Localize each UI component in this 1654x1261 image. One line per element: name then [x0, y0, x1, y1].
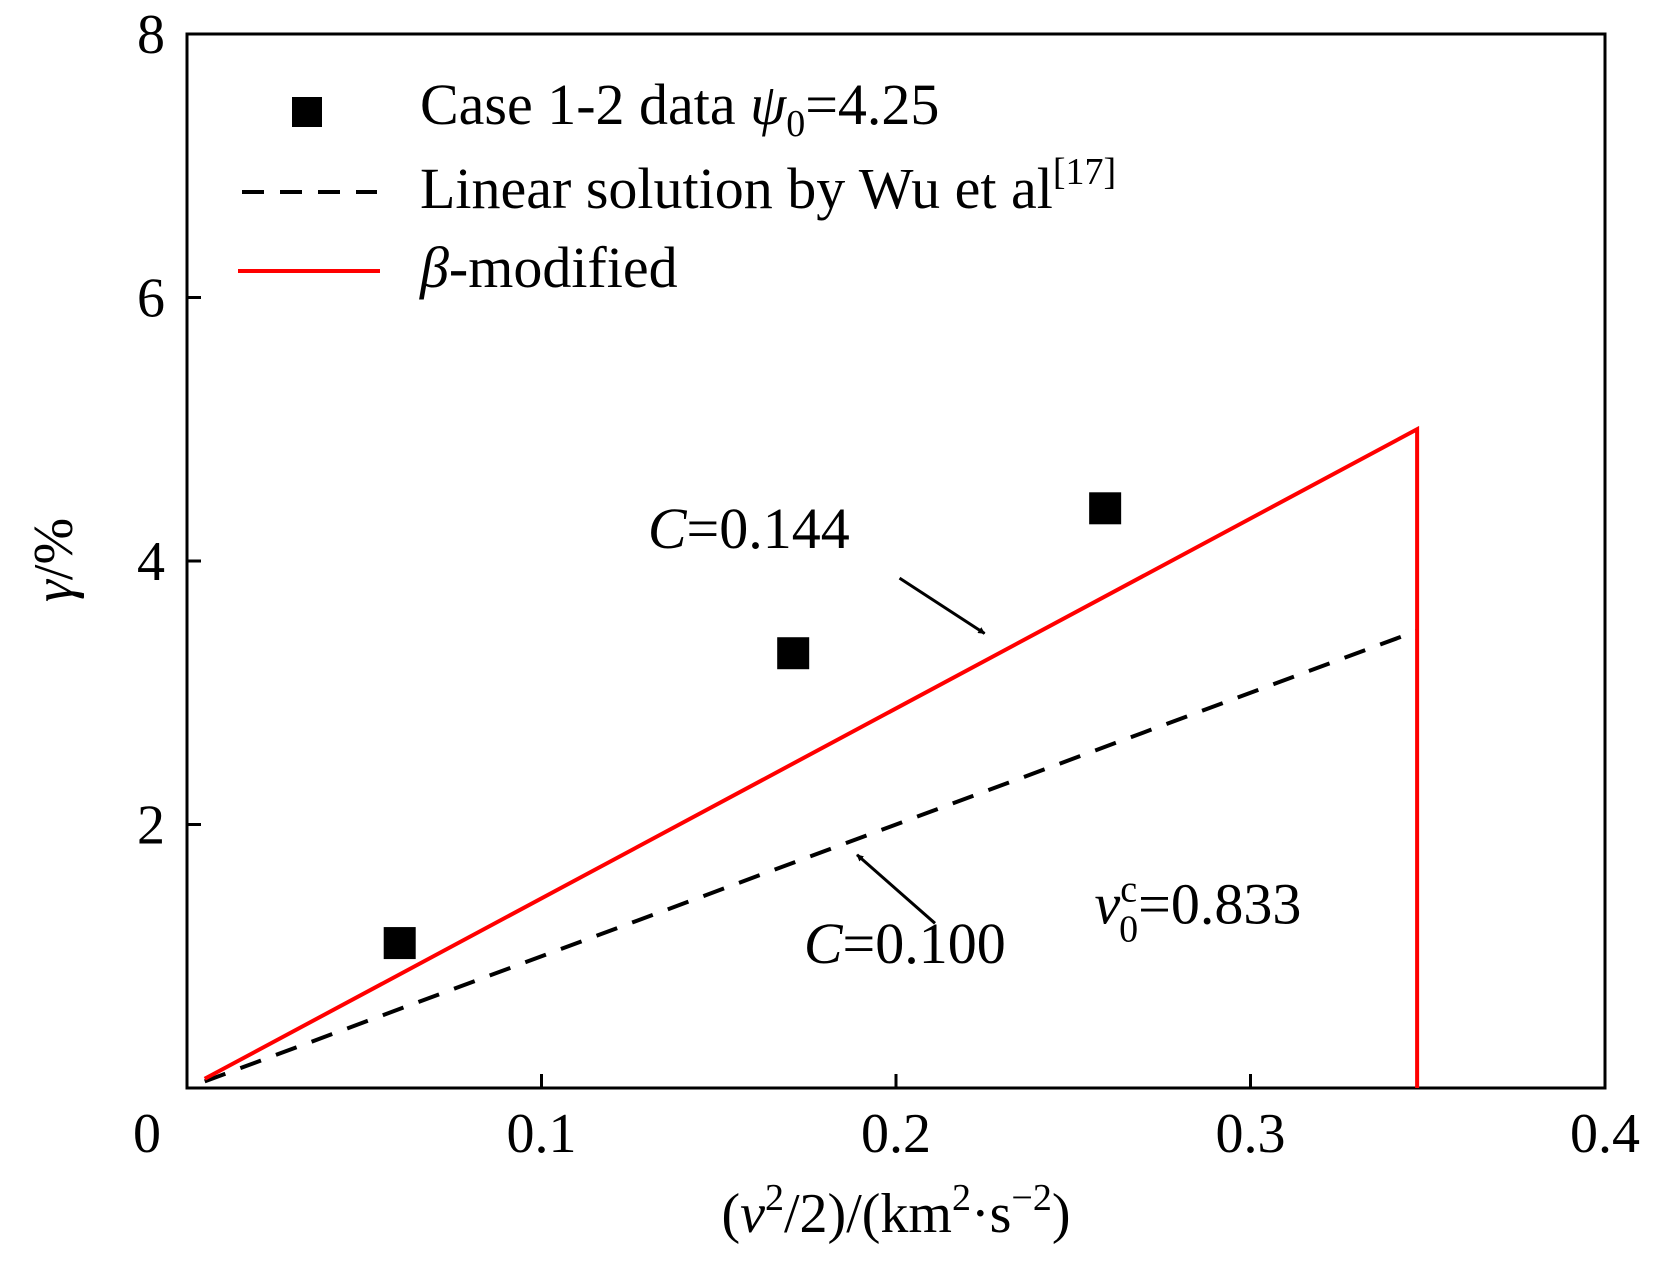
annotation-vc: vc 0=0.833	[1095, 868, 1302, 950]
series-layer	[203, 425, 1420, 1088]
legend-marker-case-data	[292, 97, 322, 127]
axis-ticks	[187, 296, 1252, 1088]
beta-modified-line	[203, 425, 1420, 1088]
y-tick-label-3: 8	[137, 4, 165, 66]
annotation-c100: C=0.100	[804, 911, 1006, 976]
x-tick-label-3: 0.3	[1216, 1103, 1286, 1165]
y-tick-label-1: 4	[137, 531, 165, 593]
x-tick-label-2: 0.2	[861, 1103, 931, 1165]
axis-tick-labels: 0 0.1 0.2 0.3 0.4 2 4 6 8	[133, 4, 1640, 1165]
linear-solution-line	[204, 628, 1418, 1084]
x-tick-label-0: 0	[133, 1103, 161, 1165]
x-tick-label-1: 0.1	[507, 1103, 577, 1165]
legend-label-case-data: Case 1-2 data ψ0=4.25	[420, 72, 939, 145]
x-tick-label-4: 0.4	[1570, 1103, 1640, 1165]
annotation-layer: C=0.144 C=0.100 vc 0=0.833	[648, 496, 1302, 976]
data-point-1	[777, 637, 810, 670]
x-axis-label: (v2/2)/(km2·s−2)	[721, 1177, 1070, 1245]
y-tick-label-0: 2	[137, 795, 165, 857]
legend: Case 1-2 data ψ0=4.25 Linear solution by…	[238, 72, 1116, 300]
annotation-arrow-c100	[856, 853, 936, 925]
legend-label-beta-modified: β-modified	[419, 235, 678, 300]
annotation-c144: C=0.144	[648, 496, 850, 561]
y-axis-label: γ/%	[23, 518, 85, 602]
legend-label-linear-solution: Linear solution by Wu et al[17]	[420, 151, 1116, 221]
y-tick-label-2: 6	[137, 268, 165, 330]
data-point-0	[383, 927, 416, 960]
annotation-arrow-c144	[898, 576, 986, 635]
data-point-2	[1089, 492, 1122, 525]
